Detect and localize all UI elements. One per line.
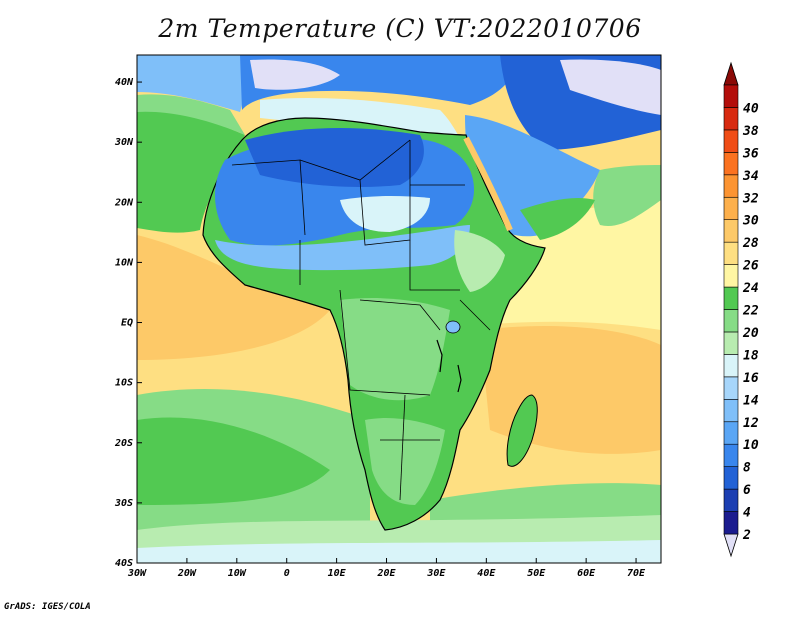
lon-tick-label: 30W (127, 568, 147, 579)
colorbar-segment (723, 241, 739, 265)
colorbar-segment (723, 398, 739, 423)
map-panel (137, 55, 661, 563)
colorbar-label: 40 (743, 101, 759, 116)
madagascar (506, 394, 538, 467)
colorbar-segment (723, 354, 739, 378)
colorbar-label: 18 (743, 348, 759, 363)
lat-tick-label: 20N (114, 197, 134, 208)
lat-tick-label: 30S (114, 498, 133, 509)
lat-tick-label: EQ (121, 318, 133, 329)
europe-lavender (250, 59, 340, 90)
colorbar-segment (723, 421, 739, 445)
colorbar-segment (723, 196, 739, 221)
lon-tick-label: 30E (426, 568, 446, 579)
map-frame (136, 54, 662, 564)
colorbar-label: 38 (742, 124, 759, 139)
colorbar-segment (723, 152, 739, 176)
colorbar-label: 8 (743, 461, 751, 476)
south-ocean-dark-green (137, 417, 330, 505)
colorbar-above-triangle (723, 61, 739, 86)
colorbar-segment (723, 264, 739, 288)
central-light-green (340, 298, 450, 401)
colorbar-segment (723, 286, 739, 310)
lon-tick-label: 70E (627, 568, 646, 579)
chart-title: 2m Temperature (C) VT:2022010706 (158, 14, 642, 43)
lake-malawi (457, 364, 462, 393)
latitude-ticks: 40S 30S 20S 10S EQ 10N 20N 30N 40N (114, 77, 142, 569)
colorbar-segment (723, 219, 739, 243)
lon-tick-label: 40E (477, 568, 496, 579)
colorbar-segment (723, 511, 739, 535)
colorbar-segment (723, 488, 739, 512)
colorbar-label: 14 (743, 393, 759, 408)
north-atlantic-light-green (137, 94, 245, 135)
colorbar-label: 20 (742, 326, 759, 341)
lat-tick-label: 10N (115, 257, 134, 268)
sahel-pale (340, 195, 430, 232)
longitude-ticks: 30W 20W 10W 0 10E 20E 30E 40E 50E 60E 70E (127, 558, 646, 579)
north-atlantic-blue (137, 55, 260, 112)
india-green (593, 165, 661, 226)
lon-tick-label: 20E (376, 568, 396, 579)
colorbar-label: 12 (743, 416, 759, 431)
lon-tick-label: 50E (527, 568, 546, 579)
colorbar-segment (723, 107, 739, 131)
lon-tick-label: 0 (284, 568, 290, 579)
country-borders (231, 139, 491, 501)
colorbar-label: 36 (742, 146, 759, 161)
ethiopia-light (454, 230, 505, 292)
lon-tick-label: 20W (177, 568, 197, 579)
lat-tick-label: 20S (114, 438, 133, 449)
colorbar-segment (723, 84, 739, 108)
colorbar-segment (723, 466, 739, 490)
colorbar-segment (723, 174, 739, 198)
colorbar-label: 6 (743, 483, 751, 498)
lon-tick-label: 10W (228, 568, 247, 579)
colorbar-segment (723, 309, 739, 333)
colorbar-segment (723, 376, 739, 400)
lon-tick-label: 60E (577, 568, 596, 579)
lat-tick-label: 40S (115, 558, 133, 569)
lat-tick-label: 10S (115, 378, 133, 389)
south-ocean-cyan (137, 540, 661, 563)
north-atlantic-green (137, 109, 245, 233)
colorbar-segment (723, 331, 739, 355)
asia-lavender (560, 59, 661, 115)
colorbar-label: 22 (742, 304, 759, 319)
colorbar-label: 4 (743, 506, 751, 521)
colorbar-label: 32 (742, 191, 759, 206)
colorbar-label: 34 (742, 169, 759, 184)
colorbar-segment (723, 129, 739, 153)
colorbar-label: 24 (742, 281, 759, 296)
lake-tanganyika (436, 339, 443, 373)
colorbar-label: 28 (742, 236, 759, 251)
colorbar-label: 26 (742, 259, 759, 274)
colorbar-segment (723, 443, 739, 467)
lat-tick-label: 40N (115, 77, 134, 88)
colorbar-label: 2 (742, 528, 751, 543)
sahel-light-blue (215, 225, 470, 271)
colorbar-label: 16 (743, 371, 759, 386)
lat-tick-label: 30N (114, 137, 134, 148)
arabia-south-green (520, 198, 595, 240)
grads-credit: GrADS: IGES/COLA (4, 602, 91, 612)
tropical-ocean-warm (137, 235, 330, 360)
mediterranean (260, 98, 460, 138)
colorbar-label: 30 (742, 214, 759, 229)
colorbar-below-triangle (723, 533, 739, 558)
colorbar-label: 10 (743, 438, 759, 453)
sahara-mid-blue (245, 128, 424, 187)
red-sea (463, 136, 513, 232)
lake-victoria (445, 320, 461, 334)
lon-tick-label: 10E (328, 568, 347, 579)
indian-ocean-warm (480, 325, 661, 454)
